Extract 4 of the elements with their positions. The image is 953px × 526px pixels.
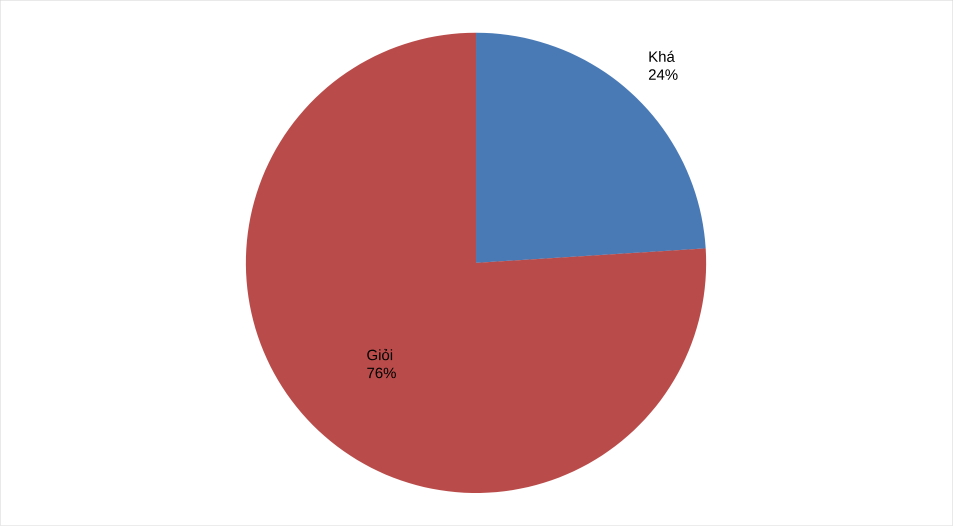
data-label: 24% bbox=[648, 69, 678, 80]
data-label: 76% bbox=[367, 368, 396, 378]
slice-label: Giỏi bbox=[367, 348, 392, 360]
slice-label: Khá bbox=[649, 50, 675, 62]
